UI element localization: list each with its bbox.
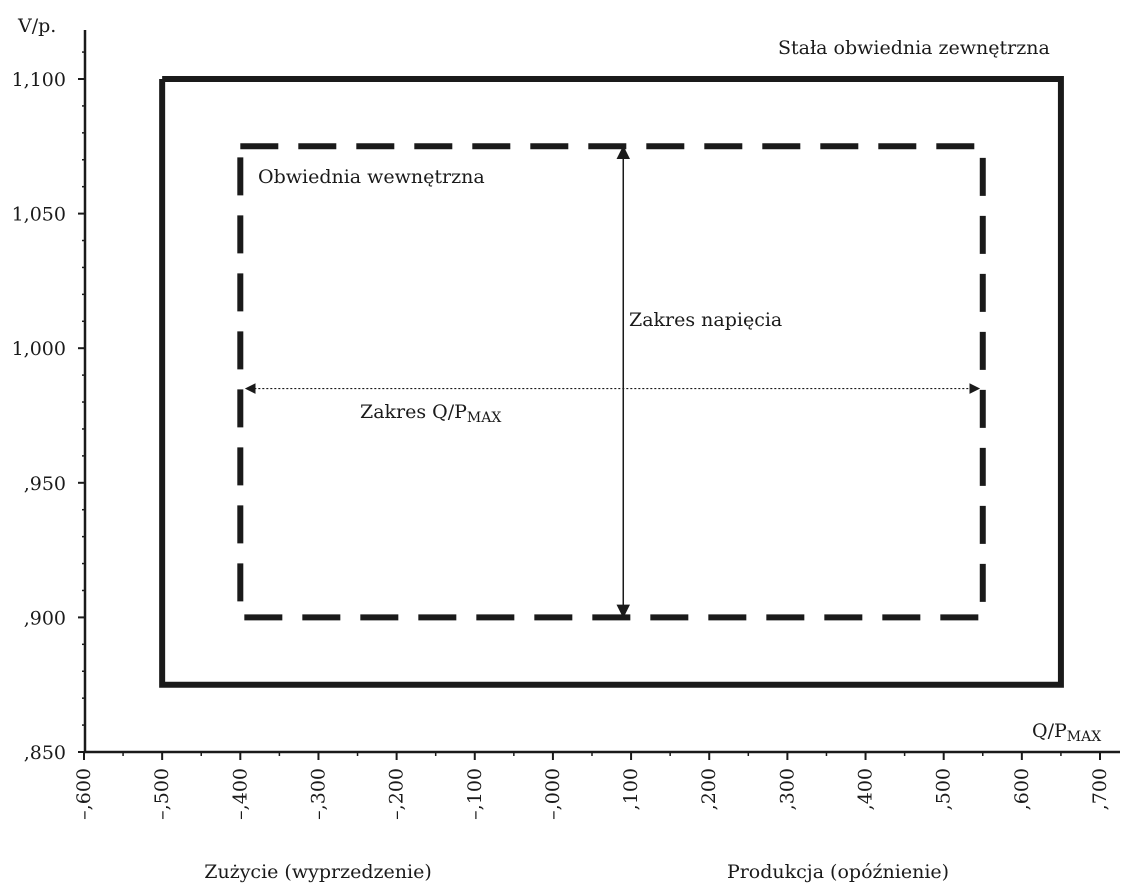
- y-tick-label: ,850: [24, 742, 66, 764]
- axes: [83, 30, 1120, 754]
- voltage-range-label: Zakres napięcia: [629, 309, 782, 331]
- q-range-label-main: Zakres Q/P: [360, 401, 467, 423]
- envelopes: [159, 76, 1064, 688]
- consumption-label: Zużycie (wyprzedzenie): [204, 861, 431, 883]
- production-label: Produkcja (opóźnienie): [727, 861, 949, 883]
- x-tick-label: –,200: [386, 768, 408, 820]
- outer-envelope: [159, 76, 1064, 688]
- y-tick-label: 1,000: [12, 338, 66, 360]
- outer-envelope-label: Stała obwiednia zewnętrzna: [778, 37, 1050, 59]
- x-tick-label: –,500: [151, 768, 173, 820]
- x-tick-label: ,400: [855, 768, 877, 810]
- inner-envelope: [237, 143, 986, 621]
- x-ticks: –,600 –,500 –,400 –,300 –,200 –,100 –,000 ,100,…: [73, 752, 1111, 820]
- x-tick-label: –,100: [464, 768, 486, 820]
- y-tick-label: 1,050: [12, 204, 66, 226]
- x-tick-label: –,600: [73, 768, 95, 820]
- x-tick-label: ,600: [1011, 768, 1033, 810]
- x-axis-title-main: Q/P: [1032, 720, 1067, 742]
- x-tick-label: ,700: [1089, 768, 1111, 810]
- x-tick-label: ,300: [776, 768, 798, 810]
- range-arrows: [244, 145, 981, 619]
- x-tick-label: ,100: [620, 768, 642, 810]
- y-tick-label: 1,100: [12, 69, 66, 91]
- y-tick-label: ,900: [24, 607, 66, 629]
- y-ticks: ,850 ,900 ,950 1,000 1,050 1,100: [12, 51, 85, 764]
- q-range-label: Zakres Q/PMAX: [360, 401, 501, 426]
- inner-envelope-label: Obwiednia wewnętrzna: [258, 166, 485, 188]
- x-tick-label: –,400: [229, 768, 251, 820]
- y-axis-title: V/p.: [17, 15, 56, 37]
- y-tick-label: ,950: [24, 473, 66, 495]
- x-tick-label: –,000: [542, 768, 564, 820]
- x-axis-title-subscript: MAX: [1067, 729, 1101, 745]
- x-tick-label: ,200: [698, 768, 720, 810]
- x-axis-title: Q/PMAX: [1032, 720, 1101, 745]
- x-tick-label: –,300: [307, 768, 329, 820]
- x-tick-label: ,500: [933, 768, 955, 810]
- q-range-label-subscript: MAX: [467, 410, 501, 426]
